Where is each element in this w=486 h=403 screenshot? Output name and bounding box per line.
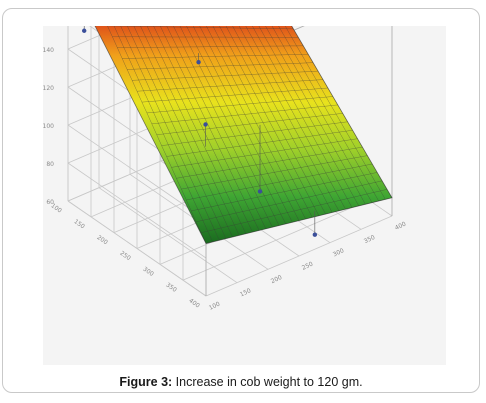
mesh-line xyxy=(220,26,360,207)
design-point xyxy=(203,122,208,127)
z-tick-label: 140 xyxy=(43,47,54,54)
mesh-line xyxy=(193,26,333,213)
back-wall-grid-line xyxy=(67,26,123,50)
y-tick-label: 400 xyxy=(187,297,201,309)
surface-plot: 6080100120140160180100150200250300350400… xyxy=(43,26,446,365)
mesh-line xyxy=(227,26,366,205)
mesh-line xyxy=(233,26,373,203)
mesh-line xyxy=(127,62,314,70)
mesh-line xyxy=(200,26,340,211)
surface-chart: 6080100120140160180100150200250300350400… xyxy=(43,26,408,312)
surface-fill xyxy=(95,26,392,244)
mesh-line xyxy=(180,26,320,216)
y-tick-label: 150 xyxy=(72,218,86,230)
caption-label: Figure 3: xyxy=(119,375,173,389)
y-tick-label: 100 xyxy=(49,202,63,214)
mesh-line xyxy=(240,26,379,202)
response-surface xyxy=(68,26,393,245)
y-tick-label: 350 xyxy=(164,282,178,294)
mesh-line xyxy=(247,26,386,200)
x-tick-label: 350 xyxy=(363,234,377,245)
mesh-line xyxy=(213,26,353,208)
x-tick-label: 300 xyxy=(332,247,346,258)
design-points xyxy=(82,26,318,237)
design-point xyxy=(257,189,263,194)
x-tick-label: 400 xyxy=(394,221,408,232)
mesh-line xyxy=(132,70,319,81)
z-tick-label: 60 xyxy=(46,199,54,206)
mesh-line xyxy=(167,26,306,220)
figure-card: 6080100120140160180100150200250300350400… xyxy=(2,8,480,393)
y-tick-label: 250 xyxy=(118,250,132,262)
design-point xyxy=(312,232,318,237)
mesh-line xyxy=(136,79,324,92)
z-tick-label: 80 xyxy=(46,161,54,168)
design-point xyxy=(196,59,201,65)
y-tick-label: 200 xyxy=(95,234,109,246)
surface-outline xyxy=(94,26,393,245)
x-tick-label: 250 xyxy=(301,261,315,272)
mesh-line xyxy=(207,26,346,210)
mesh-line xyxy=(107,26,294,30)
mesh-line xyxy=(174,26,313,218)
z-tick-label: 120 xyxy=(43,85,54,92)
y-tick-label: 300 xyxy=(141,266,155,278)
mesh-line xyxy=(117,45,304,48)
design-point xyxy=(82,28,87,33)
x-tick-label: 150 xyxy=(239,287,253,298)
z-tick-label: 100 xyxy=(43,123,54,130)
mesh-line xyxy=(112,36,299,38)
mesh-line xyxy=(122,54,309,59)
figure-caption: Figure 3: Increase in cob weight to 120 … xyxy=(3,375,479,389)
caption-text: Increase in cob weight to 120 gm. xyxy=(172,375,363,389)
x-tick-label: 100 xyxy=(208,301,222,312)
mesh-line xyxy=(187,26,326,215)
x-tick-label: 200 xyxy=(270,274,284,285)
